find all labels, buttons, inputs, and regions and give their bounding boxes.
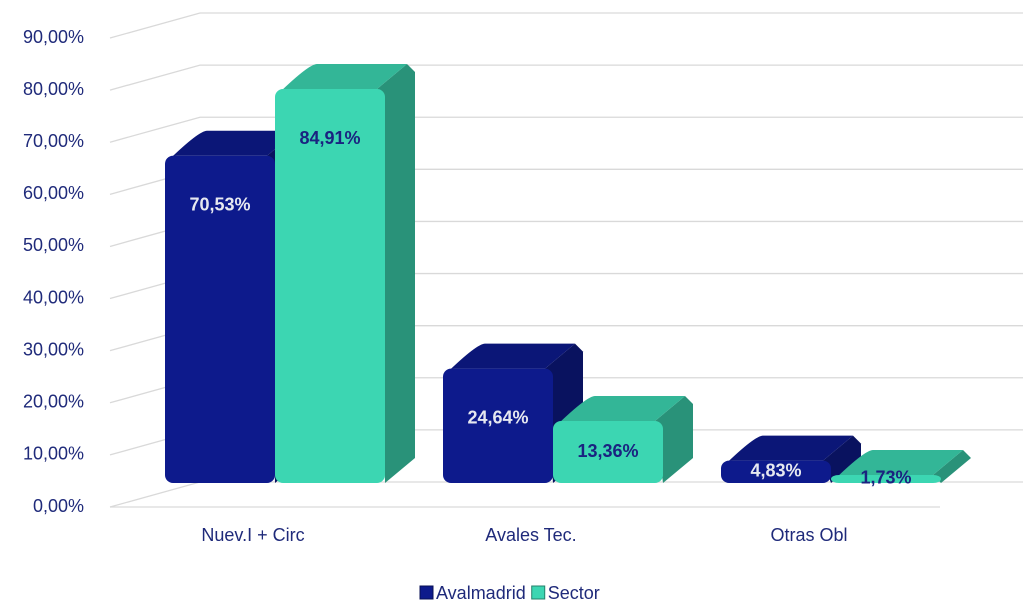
data-label: 1,73% [860,468,911,488]
bar-top [447,343,575,373]
bar-side [823,435,861,483]
legend-label: Avalmadrid [436,583,526,603]
grid-line [109,116,1023,143]
data-label: 4,83% [750,461,801,481]
y-tick-label: 60,00% [23,183,84,203]
y-tick-label: 10,00% [23,444,84,464]
y-tick-label: 20,00% [23,392,84,412]
legend-swatch [531,585,546,600]
bar-side [933,449,971,483]
y-tick-label: 90,00% [23,27,84,47]
y-tick-label: 80,00% [23,79,84,99]
y-tick-label: 70,00% [23,131,84,151]
y-tick-label: 40,00% [23,287,84,307]
bar [275,89,385,483]
grid-line [109,12,1023,39]
bar [443,368,553,483]
y-tick-label: 0,00% [33,496,84,516]
x-tick-label: Otras Obl [770,525,847,545]
legend-label: Sector [548,583,600,603]
x-tick-label: Avales Tec. [485,525,576,545]
bar [165,155,275,484]
bar-top [279,64,407,94]
data-label: 84,91% [299,128,360,148]
bar-top [169,130,297,160]
bar [553,421,663,483]
bar-side [655,396,693,483]
data-label: 70,53% [189,194,250,214]
legend-swatch [419,585,434,600]
bar [831,474,941,483]
bar-top [557,396,685,426]
bar-top [835,449,963,479]
y-tick-label: 30,00% [23,339,84,359]
y-tick-label: 50,00% [23,235,84,255]
grid-line [109,64,1023,91]
bar-top [725,435,853,465]
x-tick-label: Nuev.I + Circ [201,525,304,545]
data-label: 24,64% [467,407,528,427]
bar [721,460,831,483]
data-label: 13,36% [577,441,638,461]
bar-side [377,64,415,483]
